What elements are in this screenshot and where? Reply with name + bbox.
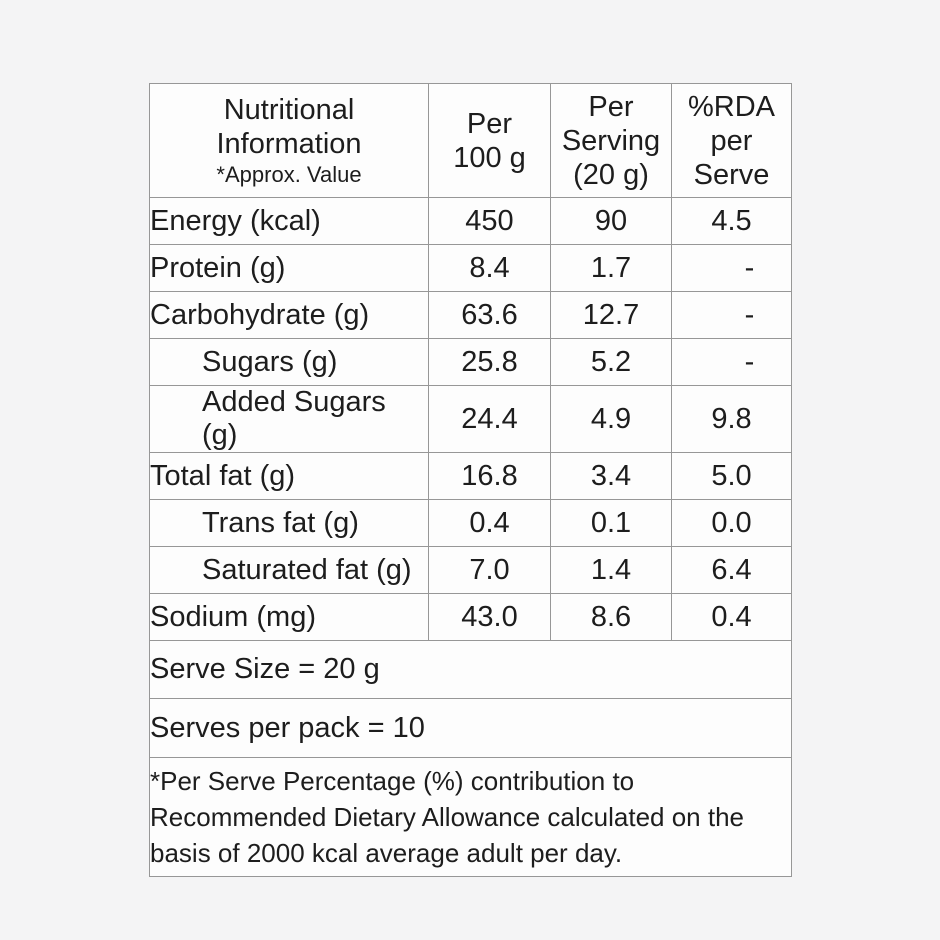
value-per-100g: 8.4 bbox=[428, 244, 551, 292]
value-per-serving: 5.2 bbox=[550, 338, 672, 386]
table-row-saturated-fat: Saturated fat (g) 7.0 1.4 6.4 bbox=[149, 546, 792, 594]
value-per-100g: 7.0 bbox=[428, 546, 551, 594]
value-rda-per-serve: 9.8 bbox=[671, 385, 792, 453]
value-per-serving: 90 bbox=[550, 197, 672, 245]
value-per-100g: 63.6 bbox=[428, 291, 551, 339]
header-per-100g: Per 100 g bbox=[428, 83, 551, 198]
serves-per-pack-row: Serves per pack = 10 bbox=[149, 698, 792, 758]
table-row-carbohydrate: Carbohydrate (g) 63.6 12.7 - bbox=[149, 291, 792, 339]
header-nutritional-information: Nutritional Information *Approx. Value bbox=[149, 83, 429, 198]
header-row: Nutritional Information *Approx. Value P… bbox=[149, 83, 792, 198]
value-per-100g: 43.0 bbox=[428, 593, 551, 641]
value-rda-per-serve: - bbox=[671, 291, 792, 339]
value-per-100g: 24.4 bbox=[428, 385, 551, 453]
nutrition-panel: Nutritional Information *Approx. Value P… bbox=[149, 83, 792, 877]
row-label: Saturated fat (g) bbox=[149, 546, 429, 594]
value-rda-per-serve: 0.4 bbox=[671, 593, 792, 641]
value-per-serving: 1.4 bbox=[550, 546, 672, 594]
value-rda-per-serve: - bbox=[671, 244, 792, 292]
value-per-100g: 16.8 bbox=[428, 452, 551, 500]
value-per-serving: 8.6 bbox=[550, 593, 672, 641]
value-per-serving: 4.9 bbox=[550, 385, 672, 453]
row-label: Energy (kcal) bbox=[149, 197, 429, 245]
rda-note: *Per Serve Percentage (%) contribution t… bbox=[149, 757, 792, 877]
row-label: Protein (g) bbox=[149, 244, 429, 292]
rda-note-row: *Per Serve Percentage (%) contribution t… bbox=[149, 757, 792, 877]
value-rda-per-serve: 4.5 bbox=[671, 197, 792, 245]
header-title-line: Information bbox=[216, 127, 362, 160]
table-row-sodium: Sodium (mg) 43.0 8.6 0.4 bbox=[149, 593, 792, 641]
row-label: Sodium (mg) bbox=[149, 593, 429, 641]
value-per-100g: 25.8 bbox=[428, 338, 551, 386]
table-row-sugars: Sugars (g) 25.8 5.2 - bbox=[149, 338, 792, 386]
header-per-serving: Per Serving (20 g) bbox=[550, 83, 672, 198]
approx-value-note: *Approx. Value bbox=[216, 161, 362, 187]
value-per-serving: 0.1 bbox=[550, 499, 672, 547]
value-rda-per-serve: 0.0 bbox=[671, 499, 792, 547]
table-row-added-sugars: Added Sugars (g) 24.4 4.9 9.8 bbox=[149, 385, 792, 453]
row-label: Carbohydrate (g) bbox=[149, 291, 429, 339]
serve-size-text: Serve Size = 20 g bbox=[149, 640, 792, 699]
value-per-100g: 0.4 bbox=[428, 499, 551, 547]
row-label: Trans fat (g) bbox=[149, 499, 429, 547]
value-per-serving: 12.7 bbox=[550, 291, 672, 339]
value-per-serving: 1.7 bbox=[550, 244, 672, 292]
header-rda-per-serve: %RDA per Serve bbox=[671, 83, 792, 198]
rda-note-line: basis of 2000 kcal average adult per day… bbox=[150, 838, 623, 868]
rda-note-line: Recommended Dietary Allowance calculated… bbox=[150, 802, 745, 832]
rda-note-line: *Per Serve Percentage (%) contribution t… bbox=[150, 766, 635, 796]
row-label: Total fat (g) bbox=[149, 452, 429, 500]
value-per-100g: 450 bbox=[428, 197, 551, 245]
header-title-line: Nutritional bbox=[223, 93, 355, 126]
value-rda-per-serve: 5.0 bbox=[671, 452, 792, 500]
serve-size-row: Serve Size = 20 g bbox=[149, 640, 792, 699]
value-rda-per-serve: - bbox=[671, 338, 792, 386]
row-label: Sugars (g) bbox=[149, 338, 429, 386]
nutrition-table: Nutritional Information *Approx. Value P… bbox=[149, 83, 792, 877]
table-row-trans-fat: Trans fat (g) 0.4 0.1 0.0 bbox=[149, 499, 792, 547]
table-row-energy: Energy (kcal) 450 90 4.5 bbox=[149, 197, 792, 245]
table-row-protein: Protein (g) 8.4 1.7 - bbox=[149, 244, 792, 292]
value-rda-per-serve: 6.4 bbox=[671, 546, 792, 594]
row-label: Added Sugars (g) bbox=[149, 385, 429, 453]
table-row-total-fat: Total fat (g) 16.8 3.4 5.0 bbox=[149, 452, 792, 500]
serves-per-pack-text: Serves per pack = 10 bbox=[149, 698, 792, 758]
value-per-serving: 3.4 bbox=[550, 452, 672, 500]
